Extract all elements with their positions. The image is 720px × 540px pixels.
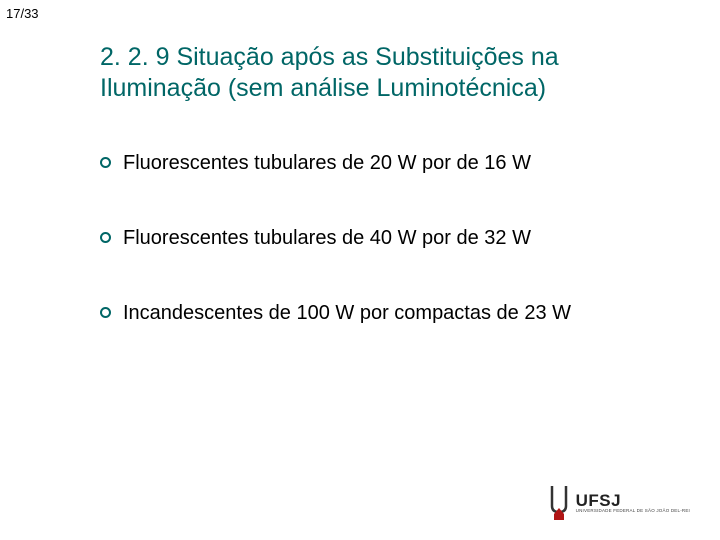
bullet-text: Fluorescentes tubulares de 40 W por de 3… <box>123 225 660 252</box>
logo: UFSJ UNIVERSIDADE FEDERAL DE SÃO JOÃO DE… <box>548 484 690 522</box>
page-number: 17/33 <box>6 6 39 21</box>
bullet-icon <box>100 157 111 168</box>
bullet-text: Fluorescentes tubulares de 20 W por de 1… <box>123 150 660 177</box>
logo-text: UFSJ UNIVERSIDADE FEDERAL DE SÃO JOÃO DE… <box>576 492 690 514</box>
bullet-icon <box>100 232 111 243</box>
slide-title: 2. 2. 9 Situação após as Substituições n… <box>100 42 660 105</box>
list-item: Fluorescentes tubulares de 40 W por de 3… <box>100 225 660 252</box>
list-item: Incandescentes de 100 W por compactas de… <box>100 300 660 327</box>
logo-icon <box>548 484 570 522</box>
logo-main-text: UFSJ <box>576 492 690 509</box>
bullet-icon <box>100 307 111 318</box>
logo-sub-text: UNIVERSIDADE FEDERAL DE SÃO JOÃO DEL-REI <box>576 509 690 514</box>
list-item: Fluorescentes tubulares de 20 W por de 1… <box>100 150 660 177</box>
content-area: Fluorescentes tubulares de 20 W por de 1… <box>100 150 660 375</box>
bullet-text: Incandescentes de 100 W por compactas de… <box>123 300 660 327</box>
